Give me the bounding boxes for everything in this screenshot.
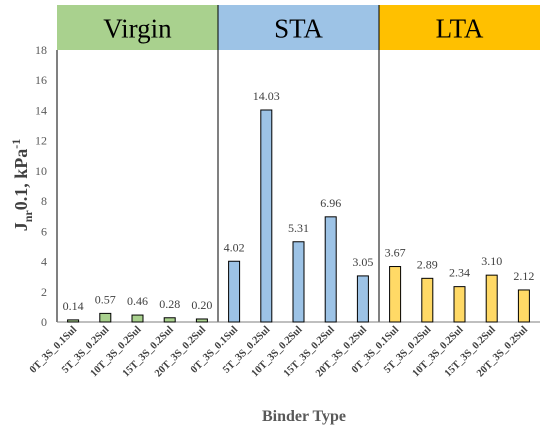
bar-lta-2 (421, 277, 434, 323)
group-label-virgin: Virgin (103, 14, 172, 44)
y-axis-title-rest: 0.1, kPa (11, 149, 31, 211)
y-axis-title-sub: nr (21, 210, 35, 223)
y-tick-label: 16 (35, 73, 47, 87)
y-tick-label: 6 (41, 224, 47, 238)
data-label: 5.31 (288, 221, 309, 235)
y-tick-label: 2 (41, 285, 47, 299)
data-label: 0.14 (63, 299, 84, 313)
bar-sta-3 (292, 241, 305, 323)
data-label: 2.34 (449, 266, 470, 280)
bar-virgin-5 (195, 318, 208, 323)
y-tick-label: 18 (35, 43, 47, 57)
y-tick-label: 4 (41, 255, 47, 269)
x-axis: 0T_3S_0.1Sul5T_3S_0.2Sul10T_3S_0.2Sul15T… (28, 324, 530, 379)
data-label: 14.03 (253, 89, 280, 103)
y-tick-label: 0 (41, 315, 47, 329)
y-axis-title-main: J (11, 222, 31, 231)
data-labels: 0.14 0.57 0.46 0.28 0.20 4.02 14.03 5.31 6.96 3.0… (63, 89, 535, 313)
data-label: 0.20 (191, 298, 212, 312)
y-tick-label: 14 (35, 103, 47, 117)
bar-sta-2 (260, 109, 273, 323)
data-label: 0.46 (127, 294, 148, 308)
bars (67, 109, 530, 323)
x-axis-title: Binder Type (262, 408, 346, 425)
group-label-sta: STA (274, 14, 323, 44)
bar-virgin-1 (67, 319, 80, 323)
group-band-lta (379, 5, 540, 50)
data-label: 0.28 (159, 297, 180, 311)
bar-lta-3 (453, 286, 466, 323)
bar-lta-4 (485, 274, 498, 323)
data-label: 3.67 (385, 246, 406, 260)
bar-virgin-3 (131, 314, 144, 323)
y-tick-label: 12 (35, 134, 47, 148)
data-label: 2.89 (417, 257, 438, 271)
y-tick-label: 10 (35, 164, 47, 178)
bar-lta-5 (517, 289, 530, 323)
bar-sta-1 (228, 260, 241, 323)
data-label: 2.12 (513, 269, 534, 283)
data-label: 3.10 (481, 254, 502, 268)
bar-sta-5 (356, 275, 369, 323)
data-label: 6.96 (320, 196, 341, 210)
group-band-virgin (57, 5, 218, 50)
y-tick-label: 8 (41, 194, 47, 208)
data-label: 3.05 (352, 255, 373, 269)
bar-virgin-2 (99, 312, 112, 323)
y-axis-title-sup: -1 (9, 139, 23, 149)
y-axis-title: Jnr0.1, kPa-1 (9, 139, 35, 232)
group-header-bands: Virgin STA LTA (57, 5, 540, 50)
bar-virgin-4 (163, 317, 176, 323)
group-band-sta (218, 5, 379, 50)
group-label-lta: LTA (436, 14, 484, 44)
data-label: 4.02 (224, 240, 245, 254)
bar-lta-1 (389, 266, 402, 323)
bar-sta-4 (324, 216, 337, 323)
data-label: 0.57 (95, 292, 116, 306)
y-axis: 0 2 4 6 8 10 12 14 16 18 (35, 43, 47, 329)
